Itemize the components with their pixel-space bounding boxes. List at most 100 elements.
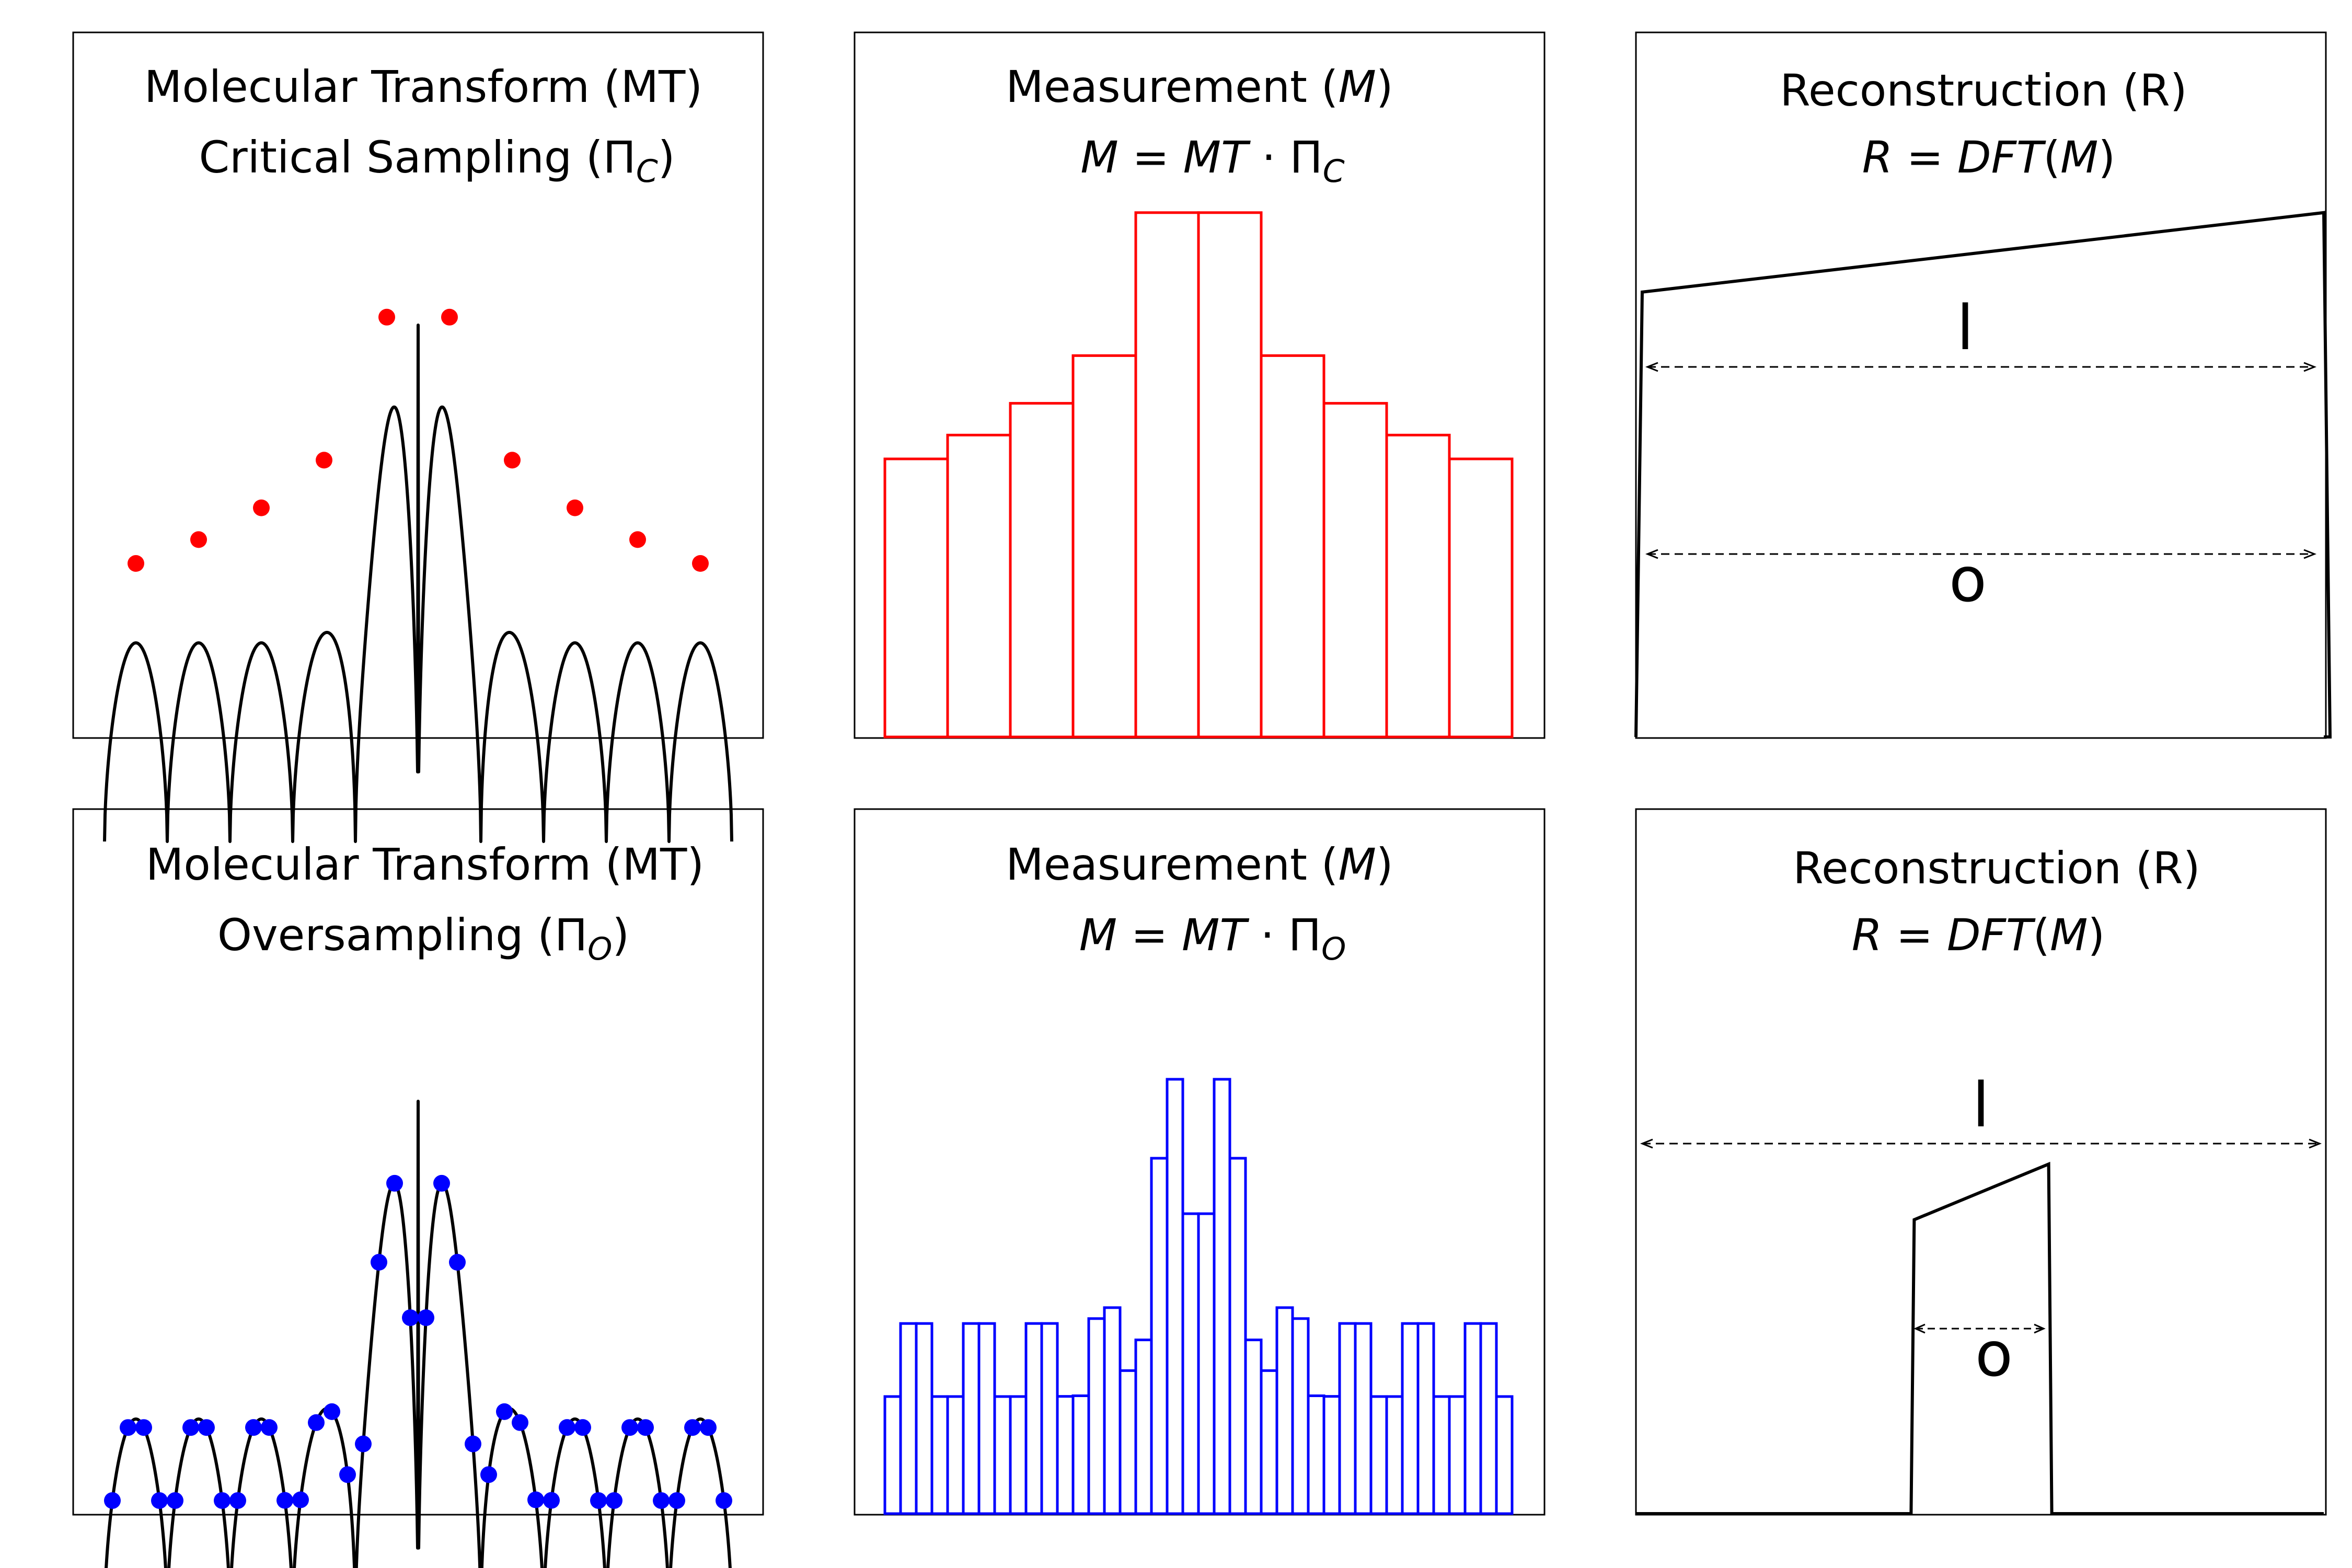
label-l-critical: l <box>1957 292 1974 364</box>
measurement-bar-oversampling <box>1119 1369 1137 1515</box>
sample-point-critical <box>441 308 458 326</box>
sample-point-oversampling <box>590 1492 607 1509</box>
mt-subtitle-critical: Critical Sampling (ΠC) <box>199 132 675 190</box>
sample-point-oversampling <box>214 1492 230 1509</box>
measurement-panel-critical: Measurement (M) M = MT · ΠC <box>854 31 1546 739</box>
reconstruction-title-critical: Reconstruction (R) <box>1780 65 2187 116</box>
sample-point-oversampling <box>151 1492 168 1509</box>
measurement-equation-oversampling: M = MT · ΠO <box>1079 909 1346 967</box>
row-critical: Molecular Transform (MT) Critical Sampli… <box>72 31 2332 843</box>
sample-point-oversampling <box>386 1174 403 1192</box>
sample-point-oversampling <box>339 1466 356 1483</box>
mt-panel-oversampling: Molecular Transform (MT) Oversampling (Π… <box>72 808 764 1568</box>
measurement-bar-oversampling <box>977 1322 996 1515</box>
sample-point-oversampling <box>245 1419 262 1436</box>
measurement-bar-critical <box>1197 211 1263 739</box>
sample-point-oversampling <box>261 1419 278 1436</box>
measurement-panel-oversampling: Measurement (M) M = MT · ΠO <box>854 808 1546 1516</box>
measurement-bar-oversampling <box>1213 1078 1231 1515</box>
sample-point-critical <box>567 499 583 516</box>
measurement-bar-oversampling <box>1401 1322 1420 1515</box>
measurement-bar-oversampling <box>1150 1157 1169 1515</box>
sample-point-critical <box>128 555 144 572</box>
row-oversampling: Molecular Transform (MT) Oversampling (Π… <box>72 808 2327 1568</box>
measurement-bar-oversampling <box>1071 1394 1090 1515</box>
sample-point-oversampling <box>700 1419 717 1436</box>
measurement-bar-oversampling <box>1181 1212 1200 1515</box>
measurement-bar-oversampling <box>993 1395 1012 1515</box>
mt-title-critical: Molecular Transform (MT) <box>144 61 702 112</box>
measurement-bar-oversampling <box>1197 1212 1216 1515</box>
sample-point-oversampling <box>418 1309 434 1327</box>
sample-point-oversampling <box>276 1492 293 1509</box>
measurement-bar-critical <box>1448 457 1514 739</box>
measurement-bar-oversampling <box>1369 1395 1388 1515</box>
measurement-bar-oversampling <box>1166 1078 1184 1515</box>
measurement-bar-critical <box>1385 433 1451 739</box>
reconstruction-panel-critical: Reconstruction (R) R = DFT(M) l o <box>1634 31 2332 739</box>
measurement-bar-oversampling <box>1385 1395 1404 1515</box>
sample-point-oversampling <box>496 1403 513 1420</box>
sample-point-oversampling <box>637 1419 654 1436</box>
sample-point-oversampling <box>684 1419 701 1436</box>
sample-point-critical <box>692 555 709 572</box>
measurement-bar-oversampling <box>962 1322 981 1515</box>
measurement-title-critical: Measurement (M) <box>1006 61 1393 112</box>
label-l-oversampling: l <box>1973 1069 1990 1141</box>
sample-point-oversampling <box>292 1491 309 1508</box>
sample-point-critical <box>378 308 395 326</box>
measurement-bar-oversampling <box>1056 1395 1075 1515</box>
sample-point-oversampling <box>559 1419 575 1436</box>
measurement-bar-critical <box>1071 354 1137 739</box>
sample-point-oversampling <box>527 1491 544 1508</box>
measurement-bar-critical <box>883 457 949 739</box>
reconstruction-object-critical <box>1634 211 2332 739</box>
reconstruction-equation-critical: R = DFT(M) <box>1862 132 2116 183</box>
sample-point-oversampling <box>465 1435 481 1452</box>
measurement-bar-oversampling <box>1244 1339 1263 1515</box>
sample-point-oversampling <box>182 1419 199 1436</box>
sample-point-oversampling <box>371 1254 387 1271</box>
reconstruction-frame-oversampling <box>1635 808 2327 1516</box>
mt-title-oversampling: Molecular Transform (MT) <box>146 839 704 890</box>
arrow-l-critical <box>1645 362 2317 372</box>
sample-point-oversampling <box>512 1414 528 1431</box>
measurement-bar-oversampling <box>899 1322 918 1515</box>
measurement-bar-oversampling <box>915 1322 933 1515</box>
measurement-bar-oversampling <box>1416 1322 1435 1515</box>
sample-point-oversampling <box>324 1403 340 1420</box>
measurement-title-oversampling: Measurement (M) <box>1006 839 1393 890</box>
mt-panel-critical: Molecular Transform (MT) Critical Sampli… <box>72 31 764 843</box>
measurement-bar-oversampling <box>883 1395 902 1515</box>
measurement-bar-critical <box>946 433 1012 739</box>
measurement-bar-oversampling <box>1432 1395 1451 1515</box>
mt-curve-critical <box>103 324 733 843</box>
sample-point-oversampling <box>621 1419 638 1436</box>
sample-point-critical <box>253 499 270 516</box>
measurement-bar-oversampling <box>1463 1322 1482 1515</box>
measurement-bar-oversampling <box>1307 1394 1325 1515</box>
measurement-bar-oversampling <box>1338 1322 1357 1515</box>
measurement-bar-oversampling <box>1009 1395 1028 1515</box>
reconstruction-title-oversampling: Reconstruction (R) <box>1793 843 2200 894</box>
measurement-bar-oversampling <box>1479 1322 1498 1515</box>
reconstruction-equation-oversampling: R = DFT(M) <box>1852 909 2105 961</box>
measurement-bar-oversampling <box>1322 1395 1341 1515</box>
sample-point-oversampling <box>653 1492 670 1509</box>
arrow-o-oversampling <box>1913 1323 2046 1334</box>
measurement-bar-critical <box>1260 354 1325 739</box>
sample-point-oversampling <box>167 1492 183 1509</box>
sample-point-oversampling <box>229 1492 246 1509</box>
measurement-bar-oversampling <box>1024 1322 1043 1515</box>
measurement-bars-critical <box>883 211 1514 739</box>
sample-point-oversampling <box>198 1419 215 1436</box>
mt-curve-oversampling <box>105 1100 732 1568</box>
sample-point-oversampling <box>135 1419 152 1436</box>
measurement-bar-oversampling <box>946 1395 965 1515</box>
sample-point-oversampling <box>120 1419 136 1436</box>
measurement-bar-oversampling <box>1260 1369 1278 1515</box>
sample-point-oversampling <box>402 1309 419 1327</box>
sample-point-critical <box>504 452 521 469</box>
sample-point-oversampling <box>449 1254 466 1271</box>
